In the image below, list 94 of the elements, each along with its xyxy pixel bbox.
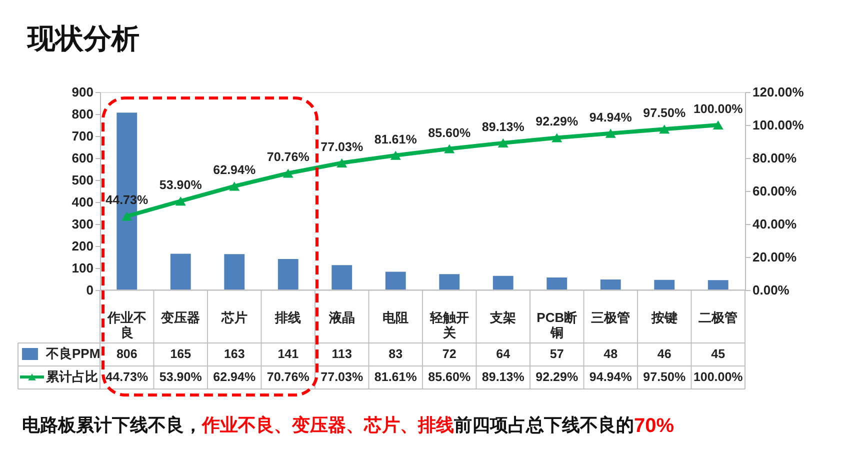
bar <box>546 277 568 290</box>
x-tick-label: 三极管 <box>591 310 630 325</box>
y-tick-label: 100 <box>72 260 94 276</box>
y2-tick-label: 40.00% <box>752 216 798 232</box>
text: 94.94% <box>589 110 632 124</box>
text: 100.00% <box>693 102 743 116</box>
data-label: 806 <box>116 347 138 361</box>
data-label: 94.94% <box>589 370 632 384</box>
bar <box>385 272 406 290</box>
y2-tick-label: 20.00% <box>752 250 798 264</box>
data-label: 92.29% <box>536 370 578 384</box>
data-label: 72 <box>442 347 456 361</box>
bar <box>708 280 728 290</box>
bar <box>224 254 245 290</box>
text: 53.90% <box>159 178 202 192</box>
data-label: 100.00% <box>693 370 743 384</box>
data-label: 77.03% <box>320 370 364 384</box>
text: 81.61% <box>374 132 417 146</box>
data-label: 70.76% <box>266 370 310 384</box>
data-label: 44.73% <box>106 370 148 384</box>
point <box>175 196 186 206</box>
point <box>282 168 294 178</box>
text: 作业不良、变压器、芯片、排线 <box>201 415 454 435</box>
bar <box>492 276 514 290</box>
x-tick-label: 芯片 <box>220 310 248 325</box>
y2-tick-label: 80.00% <box>752 150 798 166</box>
data-label: 97.50% <box>643 370 686 384</box>
y-tick-label: 600 <box>72 150 94 166</box>
data-label: 57 <box>550 347 564 361</box>
data-label: 89.13% <box>482 370 524 384</box>
bar <box>332 265 352 290</box>
y-tick-label: 900 <box>72 84 94 100</box>
y-tick-label: 800 <box>72 106 94 122</box>
y-tick-label: 500 <box>72 172 94 188</box>
x-tick-label: 液晶 <box>328 310 355 325</box>
chart-title: 现状分析 <box>26 23 140 54</box>
data-label: 113 <box>332 347 352 361</box>
point <box>390 150 401 160</box>
bar <box>439 274 460 290</box>
data-label: 141 <box>278 347 299 361</box>
point <box>122 212 132 221</box>
data-label: 48 <box>604 347 618 361</box>
legend-label: 累计占比 <box>45 369 98 384</box>
data-label: 53.90% <box>159 370 202 384</box>
y2-tick-label: 120.00% <box>752 84 804 100</box>
data-label: 83 <box>388 347 403 361</box>
point <box>712 120 724 130</box>
x-tick-label: 电阻 <box>382 310 409 325</box>
y-tick-label: 300 <box>72 216 94 232</box>
point <box>552 133 562 142</box>
text: 前四项占总下线不良的 <box>453 415 634 435</box>
x-tick-label: 支架 <box>489 310 516 325</box>
text: 97.50% <box>643 106 686 120</box>
x-tick-label: 二极管 <box>698 310 738 325</box>
x-tick-label: PCB断铜 <box>536 310 578 340</box>
point <box>444 144 455 154</box>
point <box>229 182 240 191</box>
bar <box>600 279 621 290</box>
x-tick-label: 按键 <box>650 310 678 325</box>
text: 电路板累计下线不良， <box>22 415 202 435</box>
bar <box>654 280 675 290</box>
text: 85.60% <box>428 126 471 140</box>
y-tick-label: 200 <box>72 238 94 254</box>
text: 62.94% <box>213 163 256 178</box>
data-label: 46 <box>657 347 672 361</box>
legend-label: 不良PPM <box>45 346 100 361</box>
y2-tick-label: 0.00% <box>752 282 790 298</box>
point <box>498 138 508 148</box>
data-label: 81.61% <box>374 370 417 384</box>
x-tick-label: 作业不良 <box>106 310 146 340</box>
bar <box>278 258 298 290</box>
data-label: 62.94% <box>213 370 256 384</box>
y-tick-label: 700 <box>72 128 94 144</box>
data-label: 85.60% <box>428 370 471 384</box>
point <box>659 124 670 134</box>
x-tick-label: 变压器 <box>160 310 200 325</box>
text: 89.13% <box>482 120 524 134</box>
y2-tick-label: 100.00% <box>752 118 804 132</box>
y-tick-label: 400 <box>72 194 94 210</box>
bar <box>170 254 191 290</box>
x-tick-label: 轻触开关 <box>428 310 469 340</box>
text: 77.03% <box>320 140 364 154</box>
text: 70.76% <box>266 150 310 164</box>
data-label: 165 <box>170 347 192 361</box>
text: 70% <box>634 415 674 437</box>
text: 92.29% <box>536 114 578 129</box>
x-tick-label: 排线 <box>274 310 302 325</box>
y-tick-label: 0 <box>86 282 94 298</box>
data-label: 64 <box>496 347 510 361</box>
y2-tick-label: 60.00% <box>752 184 798 198</box>
data-label: 45 <box>711 347 726 361</box>
data-label: 163 <box>224 347 245 361</box>
point <box>336 158 348 168</box>
point <box>605 128 616 138</box>
